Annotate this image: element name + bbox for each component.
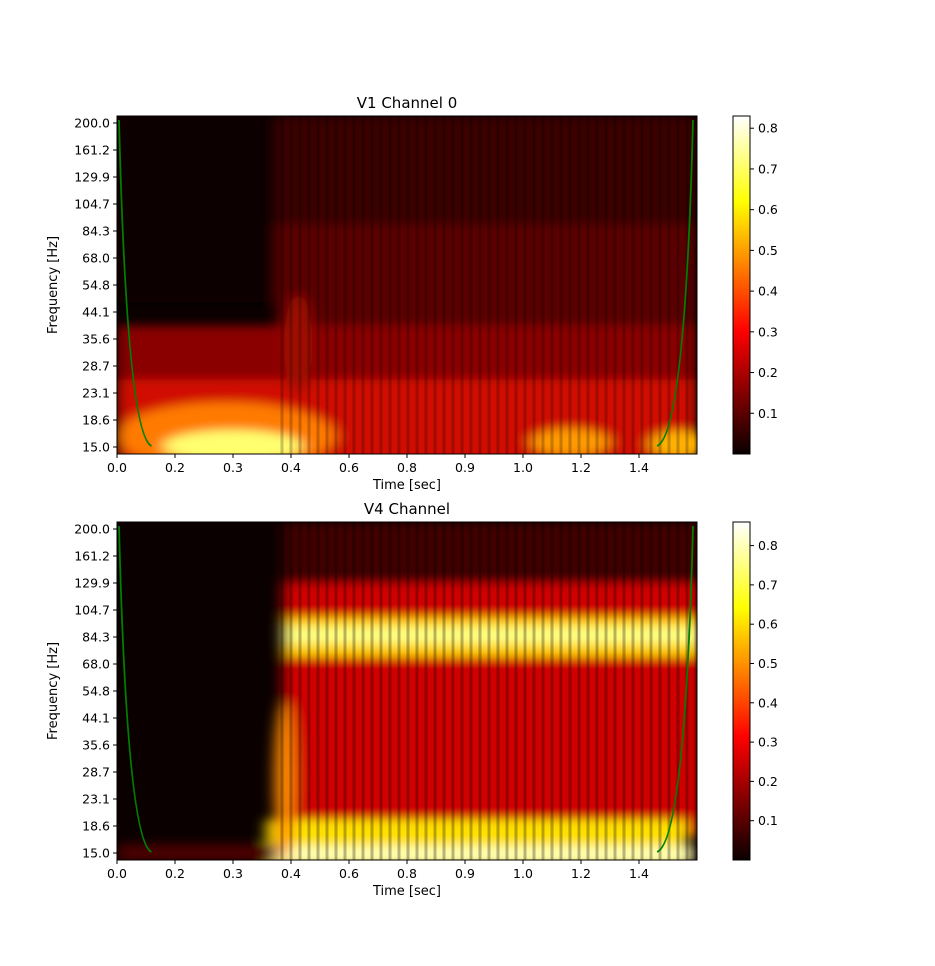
y-tick-label: 68.0 [82,657,110,672]
colorbar-tick-label: 0.3 [758,324,778,339]
y-axis-label: Frequency [Hz] [46,236,61,334]
x-tick-label: 0.0 [107,460,127,475]
y-tick-label: 200.0 [74,116,110,131]
x-tick-label: 0.3 [223,460,243,475]
y-tick-label: 28.7 [82,765,110,780]
x-tick-label: 0.4 [281,460,301,475]
y-tick-label: 54.8 [82,278,110,293]
x-tick-label: 1.4 [629,866,649,881]
x-tick-label: 1.2 [571,866,591,881]
x-tick-label: 0.8 [397,460,417,475]
y-tick-label: 68.0 [82,251,110,266]
x-tick-label: 1.0 [513,866,533,881]
colorbar-tick-label: 0.7 [758,577,778,592]
y-tick-label: 104.7 [74,197,110,212]
x-tick-label: 0.0 [107,866,127,881]
cone-of-influence-right [656,525,694,853]
cone-of-influence-left [118,525,152,853]
colorbar-tick-label: 0.4 [758,284,778,299]
chart-title: V1 Channel 0 [357,94,457,112]
colorbar-tick-label: 0.8 [758,121,778,136]
y-tick-label: 18.6 [82,413,110,428]
x-tick-label: 0.6 [339,866,359,881]
colorbar-tick-label: 0.7 [758,161,778,176]
y-tick-label: 54.8 [82,684,110,699]
y-tick-label: 161.2 [74,549,110,564]
colorbar-tick-label: 0.5 [758,656,778,671]
heatmap-image [117,116,697,454]
colorbar-tick-label: 0.4 [758,695,778,710]
x-tick-label: 0.4 [281,866,301,881]
x-tick-label: 0.6 [339,460,359,475]
y-tick-label: 44.1 [82,305,110,320]
cone-of-influence-left [118,119,152,447]
y-tick-label: 28.7 [82,359,110,374]
y-tick-label: 23.1 [82,792,110,807]
y-tick-label: 18.6 [82,819,110,834]
colorbar-tick-label: 0.2 [758,365,778,380]
cone-of-influence-right [656,119,694,447]
panel-0: V1 Channel 0 0.0 0.2 0.3 0.4 0.6 0.8 0.9 1.0 1.2 1… [46,94,778,493]
x-tick-label: 1.0 [513,460,533,475]
x-tick-label: 0.9 [455,866,475,881]
y-tick-label: 129.9 [74,576,110,591]
x-tick-label: 1.2 [571,460,591,475]
y-tick-label: 15.0 [82,846,110,861]
colorbar-gradient [732,115,751,455]
y-tick-label: 104.7 [74,603,110,618]
x-tick-label: 1.4 [629,460,649,475]
panel-1: V4 Channel 0.0 0.2 0.3 0.4 0.6 0.8 0.9 1.0 1.2 1.4… [46,500,778,899]
y-tick-label: 84.3 [82,224,110,239]
y-tick-label: 35.6 [82,332,110,347]
y-tick-label: 161.2 [74,143,110,158]
x-axis-label: Time [sec] [372,478,441,493]
chart-title: V4 Channel [364,500,450,518]
colorbar: 0.1 0.2 0.3 0.4 0.5 0.6 0.7 0.8 [732,521,778,861]
y-tick-label: 15.0 [82,440,110,455]
colorbar-tick-label: 0.3 [758,735,778,750]
y-tick-label: 129.9 [74,170,110,185]
x-tick-label: 0.2 [165,460,185,475]
y-tick-label: 35.6 [82,738,110,753]
x-tick-label: 0.8 [397,866,417,881]
colorbar: 0.1 0.2 0.3 0.4 0.5 0.6 0.7 0.8 [732,115,778,455]
x-tick-label: 0.3 [223,866,243,881]
colorbar-tick-label: 0.2 [758,774,778,789]
colorbar-tick-label: 0.6 [758,617,778,632]
y-tick-label: 44.1 [82,711,110,726]
x-axis-label: Time [sec] [372,884,441,899]
colorbar-tick-label: 0.1 [758,406,778,421]
y-tick-label: 200.0 [74,522,110,537]
colorbar-tick-label: 0.8 [758,538,778,553]
colorbar-gradient [732,521,751,861]
heatmap-image [117,522,697,860]
y-tick-label: 23.1 [82,386,110,401]
y-axis-label: Frequency [Hz] [46,642,61,740]
colorbar-tick-label: 0.6 [758,202,778,217]
colorbar-tick-label: 0.1 [758,813,778,828]
x-tick-label: 0.9 [455,460,475,475]
colorbar-tick-label: 0.5 [758,243,778,258]
y-tick-label: 84.3 [82,630,110,645]
x-tick-label: 0.2 [165,866,185,881]
